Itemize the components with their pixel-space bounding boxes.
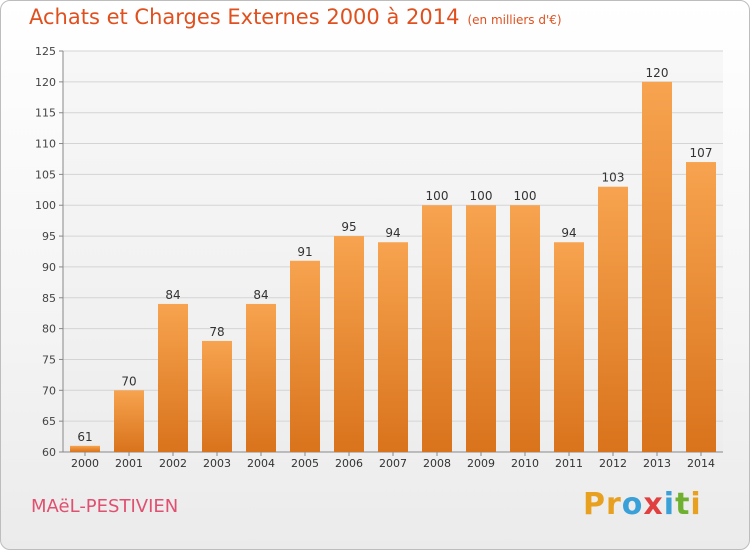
- data-label: 103: [602, 171, 625, 185]
- commune-name: MAëL-PESTIVIEN: [31, 496, 179, 517]
- data-label: 84: [253, 288, 268, 302]
- x-tick-label: 2011: [555, 457, 583, 470]
- chart-title: Achats et Charges Externes 2000 à 2014 (e…: [29, 5, 562, 29]
- data-label: 95: [341, 220, 356, 234]
- data-label: 78: [209, 325, 224, 339]
- x-tick-label: 2005: [291, 457, 319, 470]
- chart-title-text: Achats et Charges Externes 2000 à 2014: [29, 5, 460, 29]
- x-tick-label: 2004: [247, 457, 275, 470]
- y-tick-label: 110: [35, 138, 56, 151]
- y-tick-label: 115: [35, 107, 56, 120]
- bar: [114, 390, 144, 452]
- x-tick-label: 2009: [467, 457, 495, 470]
- proxiti-logo: Proxiti: [583, 487, 702, 522]
- bar: [422, 205, 452, 452]
- x-tick-label: 2007: [379, 457, 407, 470]
- logo-letter: P: [583, 487, 606, 522]
- logo-letter: x: [643, 487, 664, 522]
- x-tick-label: 2001: [115, 457, 143, 470]
- data-label: 94: [385, 226, 400, 240]
- y-tick-label: 90: [42, 261, 56, 274]
- bar: [290, 260, 320, 452]
- bar: [70, 445, 100, 452]
- bar: [554, 242, 584, 452]
- x-tick-label: 2003: [203, 457, 231, 470]
- bar: [642, 81, 672, 452]
- bar: [334, 236, 364, 452]
- y-tick-label: 65: [42, 415, 56, 428]
- y-tick-label: 100: [35, 199, 56, 212]
- logo-letter: i: [663, 487, 676, 522]
- x-tick-label: 2008: [423, 457, 451, 470]
- y-tick-label: 95: [42, 230, 56, 243]
- data-label: 107: [690, 146, 713, 160]
- y-tick-label: 120: [35, 76, 56, 89]
- x-tick-label: 2014: [687, 457, 715, 470]
- data-label: 84: [165, 288, 180, 302]
- data-label: 94: [561, 226, 576, 240]
- x-tick-label: 2000: [71, 457, 99, 470]
- y-tick-label: 105: [35, 168, 56, 181]
- y-tick-label: 125: [35, 45, 56, 58]
- y-tick-label: 70: [42, 384, 56, 397]
- data-label: 70: [121, 374, 136, 388]
- logo-letter: i: [690, 487, 702, 522]
- chart-unit: (en milliers d'€): [467, 13, 562, 27]
- logo-letter: o: [621, 487, 644, 522]
- bar: [202, 340, 232, 452]
- bar: [598, 186, 628, 452]
- logo-letter: t: [675, 487, 691, 522]
- bar: [466, 205, 496, 452]
- data-label: 120: [646, 66, 669, 80]
- y-tick-label: 75: [42, 353, 56, 366]
- x-tick-label: 2006: [335, 457, 363, 470]
- x-tick-label: 2002: [159, 457, 187, 470]
- bar: [686, 162, 716, 453]
- x-tick-label: 2013: [643, 457, 671, 470]
- x-tick-label: 2010: [511, 457, 539, 470]
- y-tick-label: 85: [42, 292, 56, 305]
- y-tick-label: 60: [42, 446, 56, 459]
- data-label: 91: [297, 245, 312, 259]
- x-tick-label: 2012: [599, 457, 627, 470]
- data-label: 100: [514, 189, 537, 203]
- bar: [510, 205, 540, 452]
- data-label: 100: [426, 189, 449, 203]
- bar: [378, 242, 408, 452]
- data-label: 61: [77, 430, 92, 444]
- bar: [158, 303, 188, 452]
- data-label: 100: [470, 189, 493, 203]
- bar: [246, 303, 276, 452]
- logo-letter: r: [606, 487, 622, 522]
- y-tick-label: 80: [42, 323, 56, 336]
